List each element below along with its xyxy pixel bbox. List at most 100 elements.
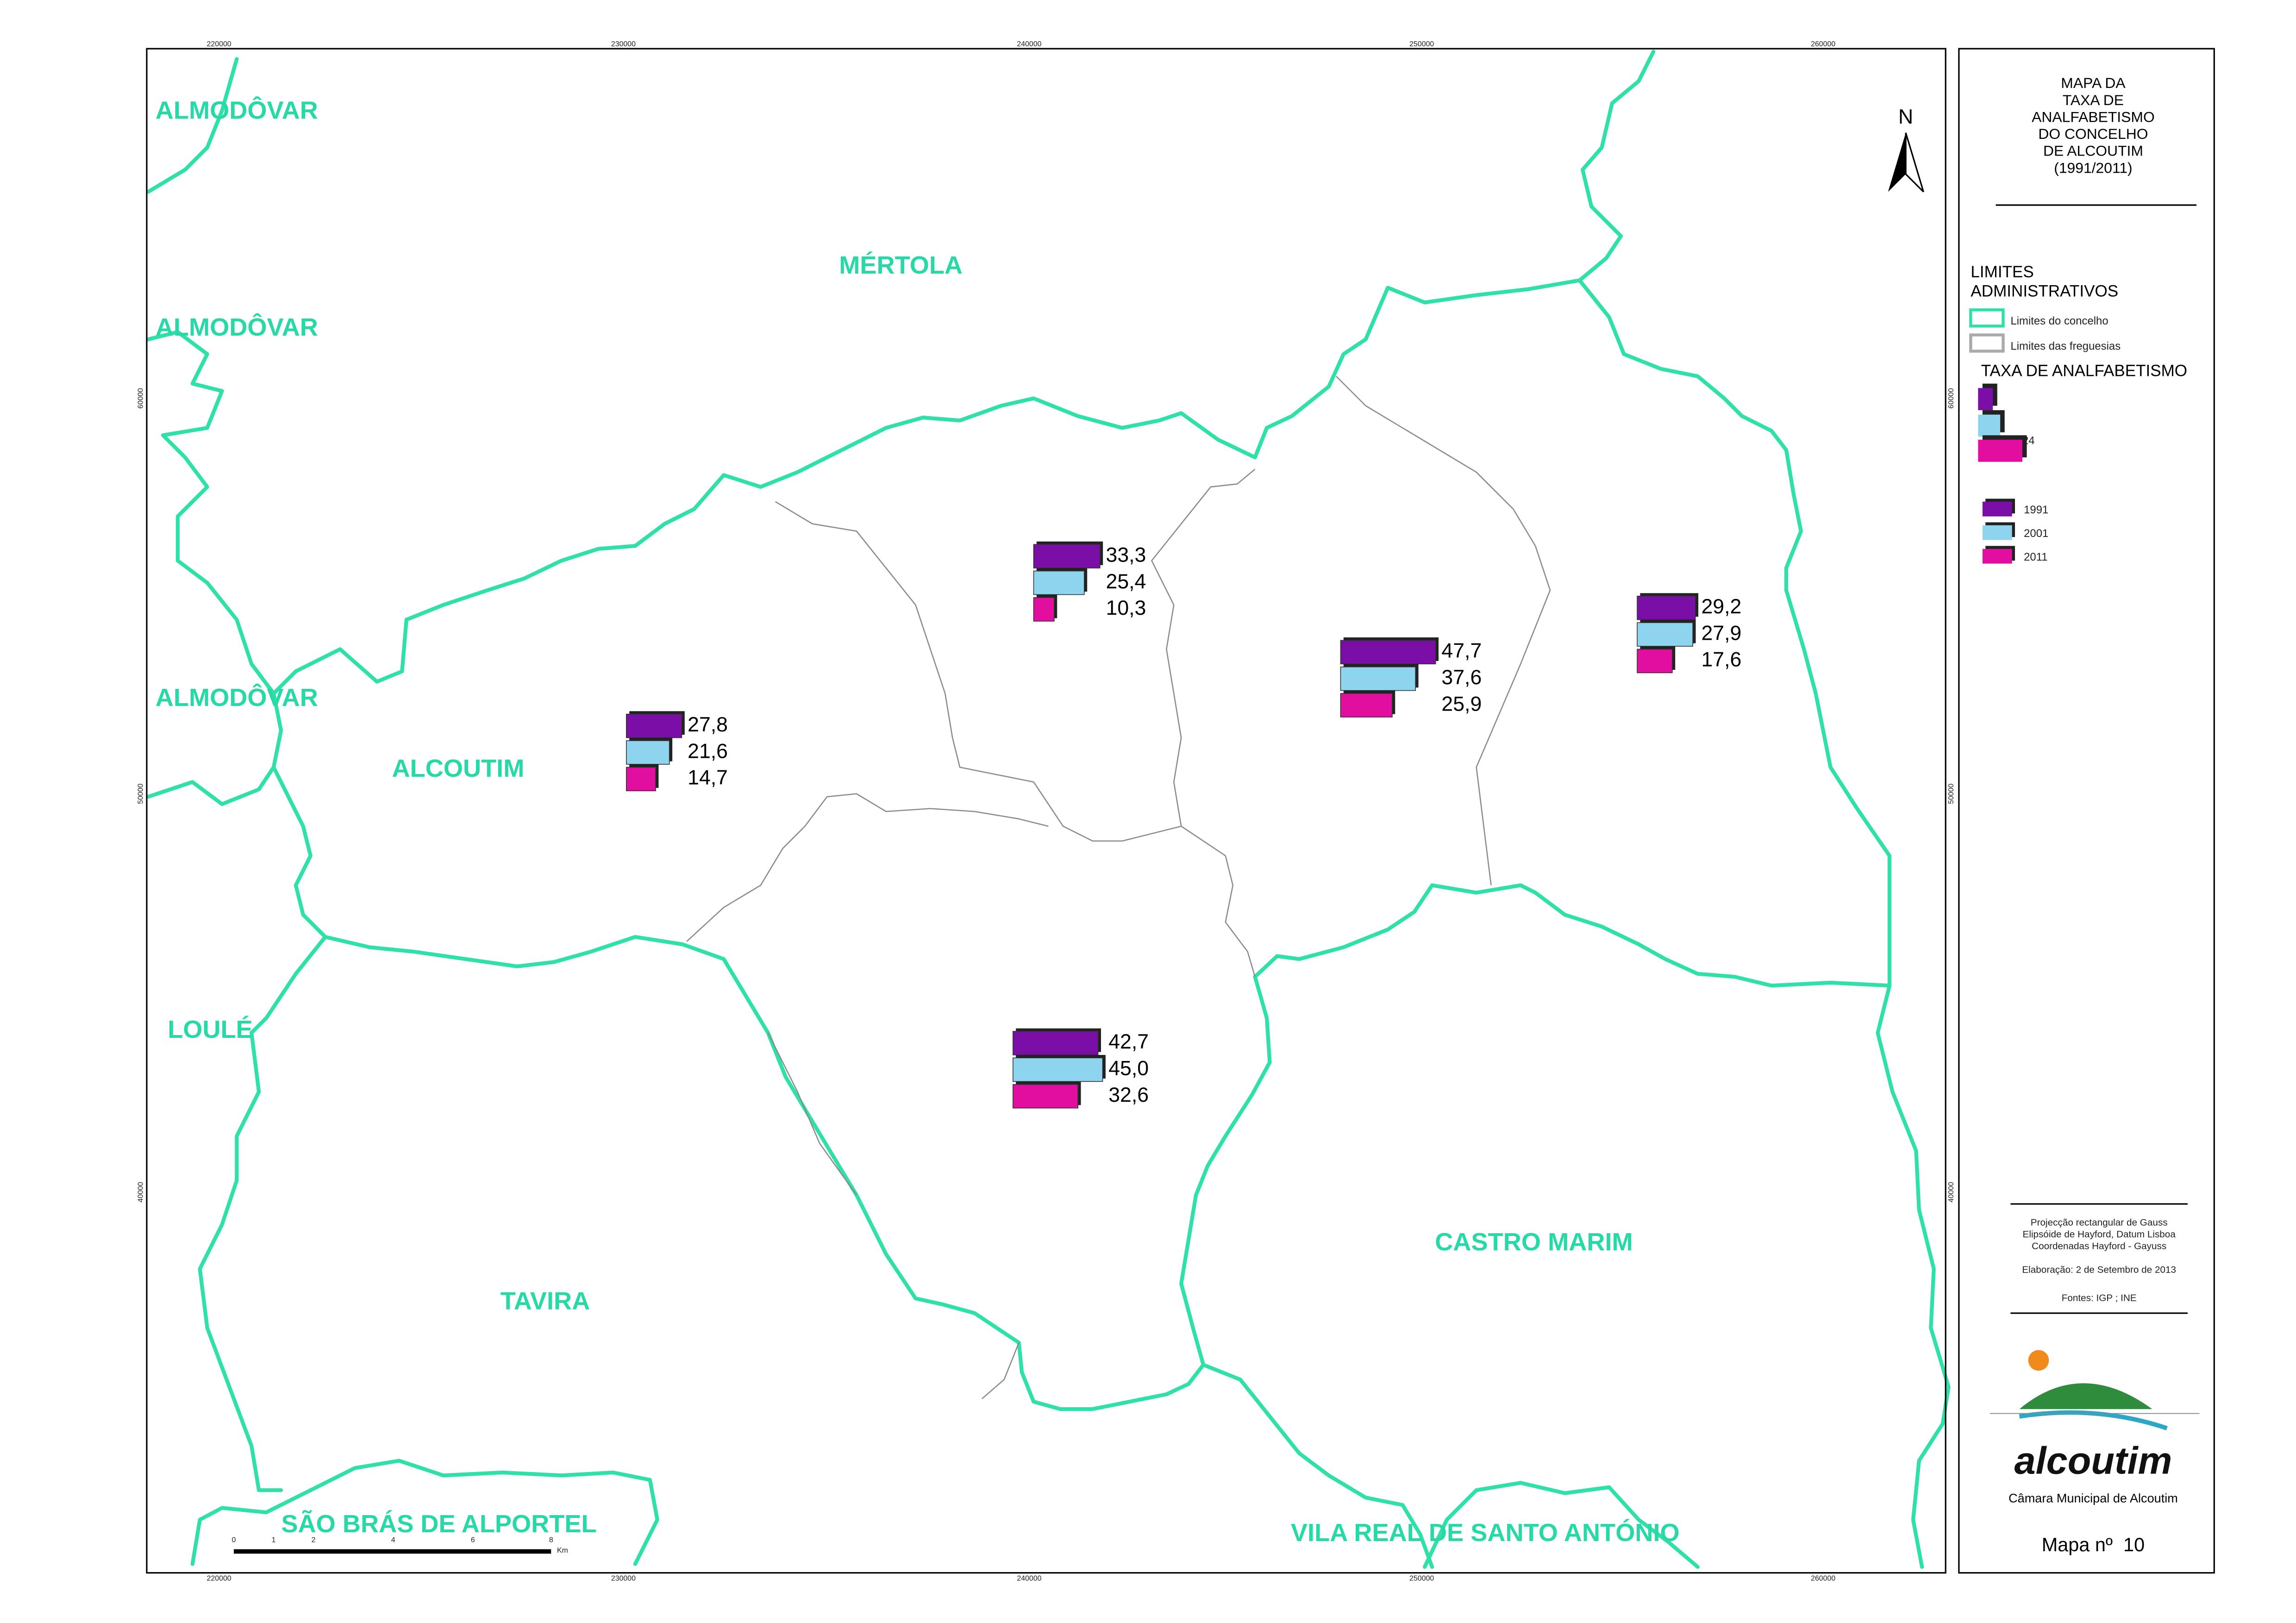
coord-label: 250000 [1409, 1575, 1434, 1583]
place-label: CASTRO MARIM [1435, 1228, 1633, 1256]
coord-label: 230000 [611, 40, 636, 48]
value-label: 47,7 [1441, 640, 1482, 662]
value-label: 27,9 [1701, 622, 1741, 644]
legend-title: ANALFABETISMO [2032, 108, 2155, 125]
legend-year: 2001 [2024, 527, 2048, 540]
value-label: 42,7 [1108, 1030, 1149, 1053]
coord-label: 50000 [1947, 783, 1955, 804]
north-arrow-right [1905, 132, 1924, 193]
legend-sample [1978, 388, 1993, 411]
value-label: 29,2 [1701, 595, 1741, 618]
place-label: ALMODÔVAR [156, 683, 318, 712]
legend-title: TAXA DE [2063, 92, 2124, 108]
coord-label: 40000 [1947, 1182, 1955, 1202]
legend-heading: LIMITES [1971, 263, 2033, 281]
scale-label: 6 [471, 1536, 475, 1544]
place-label: MÉRTOLA [839, 251, 963, 279]
legend-year: 2011 [2024, 551, 2047, 563]
coord-label: 260000 [1811, 40, 1835, 48]
north-arrow: N [1888, 106, 1924, 193]
footer-note: Projecção rectangular de Gauss [2031, 1217, 2168, 1228]
value-label: 21,6 [688, 740, 728, 762]
coord-label: 60000 [137, 388, 144, 408]
scale-label: 4 [391, 1536, 395, 1544]
bar [1340, 693, 1393, 718]
place-label: TAVIRA [500, 1287, 590, 1315]
legend-year: 1991 [2024, 504, 2048, 516]
freguesia-boundary [775, 468, 1256, 842]
bar [1637, 622, 1693, 647]
scale-label: 1 [272, 1536, 276, 1544]
north-arrow-left [1888, 132, 1906, 192]
legend-title: DE ALCOUTIM [2043, 143, 2143, 159]
value-label: 25,9 [1441, 693, 1482, 715]
value-label: 25,4 [1106, 570, 1146, 593]
legend-heading: TAXA DE ANALFABETISMO [1981, 362, 2187, 380]
footer-note: Fontes: IGP ; INE [2062, 1292, 2137, 1303]
parish-chart: 33,3 25,4 10,3 [1033, 541, 1146, 622]
map-number: Mapa nº 10 [2042, 1534, 2145, 1555]
value-label: 37,6 [1441, 666, 1482, 689]
place-label: ALMODÔVAR [156, 313, 318, 341]
place-label: ALCOUTIM [392, 755, 525, 782]
coord-label: 220000 [207, 40, 231, 48]
institution: Câmara Municipal de Alcoutim [2008, 1491, 2178, 1505]
legend-swatch [1982, 501, 2012, 517]
legend-title: DO CONCELHO [2038, 125, 2148, 142]
bar [1013, 1057, 1103, 1082]
bar [1033, 597, 1055, 622]
logo-sun [2028, 1350, 2049, 1371]
bar [626, 713, 682, 738]
freguesia-boundary [686, 793, 1049, 942]
legend-swatch [1982, 525, 2012, 540]
logo-graphic [1989, 1350, 2200, 1430]
legend-item: Limites das freguesias [2010, 340, 2121, 352]
legend-sample [1978, 414, 2001, 437]
place-label: ALMODÔVAR [156, 96, 318, 125]
bar [1637, 649, 1673, 674]
bar [626, 767, 656, 792]
value-label: 33,3 [1106, 543, 1146, 566]
coord-label: 240000 [1017, 40, 1041, 48]
river-guadiana [1577, 50, 1656, 282]
value-label: 45,0 [1108, 1057, 1149, 1080]
scale-label: 2 [312, 1536, 316, 1544]
coord-label: 250000 [1409, 40, 1434, 48]
coord-label: 40000 [137, 1182, 144, 1202]
bar [1013, 1084, 1078, 1109]
concelho-boundary [271, 278, 1892, 1411]
map-frame [146, 48, 1946, 1574]
district-boundary [198, 935, 327, 1492]
coord-label: 260000 [1811, 1575, 1835, 1583]
freguesia-boundary [1335, 375, 1551, 886]
legend-freguesia-swatch [1969, 333, 2005, 353]
bar [1340, 666, 1416, 691]
place-label: SÃO BRÁS DE ALPORTEL [281, 1510, 596, 1538]
place-label: VILA REAL DE SANTO ANTÓNIO [1291, 1519, 1680, 1547]
bar [1340, 640, 1436, 665]
legend-heading: ADMINISTRATIVOS [1971, 282, 2118, 300]
logo-hill [2019, 1383, 2152, 1409]
place-label: LOULÉ [168, 1016, 253, 1043]
parish-chart: 47,7 37,6 25,9 [1340, 637, 1482, 718]
legend-title: MAPA DA [2061, 75, 2126, 91]
scale-bar-body [233, 1549, 551, 1554]
district-boundary [146, 57, 239, 194]
scale-unit: Km [557, 1547, 568, 1554]
footer-note: Elipsóide de Hayford, Datum Lisboa [2023, 1229, 2176, 1240]
bar [1033, 544, 1101, 568]
district-boundary [1422, 1481, 1700, 1569]
coord-label: 50000 [137, 783, 144, 804]
legend-swatch [1982, 549, 2012, 564]
legend-frame [1958, 48, 2215, 1574]
coord-label: 220000 [207, 1575, 231, 1583]
logo-text: alcoutim [2014, 1439, 2172, 1482]
legend-concelho-swatch [1969, 308, 2005, 328]
value-label: 14,7 [688, 767, 728, 789]
bar [1013, 1031, 1099, 1055]
north-label: N [1898, 106, 1913, 128]
river-guadiana [1876, 983, 1951, 1569]
boundaries [146, 50, 1951, 1569]
